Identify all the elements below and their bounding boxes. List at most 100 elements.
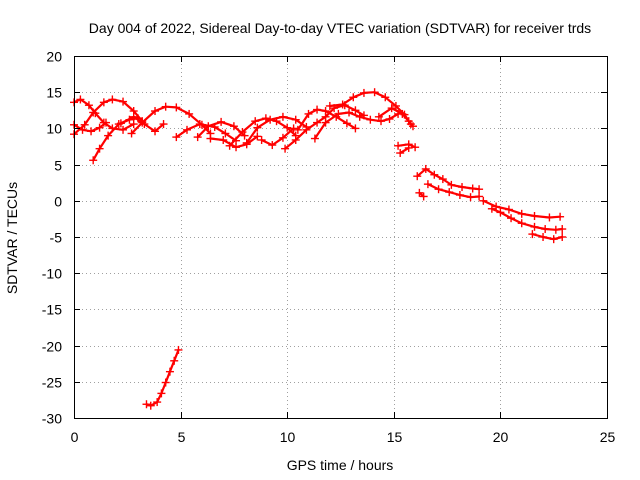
data-series (70, 88, 567, 410)
data-point (242, 138, 251, 147)
data-point (466, 193, 475, 202)
data-point (129, 120, 138, 129)
series-arc-o (310, 108, 403, 143)
y-tick-label: 10 (46, 121, 62, 137)
data-point (530, 212, 539, 221)
data-point (95, 144, 104, 153)
data-point (394, 141, 403, 150)
data-point (76, 95, 85, 104)
data-point (549, 235, 558, 244)
data-point (404, 143, 413, 152)
data-point (278, 133, 287, 142)
data-point (151, 127, 160, 136)
data-point (434, 185, 443, 194)
data-point (95, 123, 104, 132)
x-tick-label: 0 (71, 429, 79, 445)
data-point (313, 105, 322, 114)
data-point (413, 172, 422, 181)
data-point (261, 114, 270, 123)
series-arc-v (415, 188, 428, 201)
data-point (108, 95, 117, 104)
data-point (445, 188, 454, 197)
data-point (458, 183, 467, 192)
data-point (321, 107, 330, 116)
data-point (266, 115, 275, 124)
data-point (541, 225, 550, 234)
data-point (195, 120, 204, 129)
data-point (84, 101, 93, 110)
data-point (217, 117, 226, 126)
data-point (174, 345, 183, 354)
data-point (475, 192, 484, 201)
data-point (278, 112, 287, 121)
data-point (310, 134, 319, 143)
data-point (507, 214, 516, 223)
series-arc-z (142, 345, 183, 410)
chart-title: Day 004 of 2022, Sidereal Day-to-day VTE… (89, 20, 591, 36)
data-point (253, 132, 262, 141)
data-point (146, 401, 155, 410)
data-point (89, 156, 98, 165)
data-point (528, 230, 537, 239)
series-arc-y (528, 230, 567, 244)
data-point (419, 192, 428, 201)
data-point (370, 88, 379, 97)
y-tick-label: 15 (46, 85, 62, 101)
axis-ticks: 0 5 10 15 20 25 -30 -25 -20 -15 -10 -5 0 5 10 15 20 (42, 49, 616, 446)
data-point (387, 104, 396, 113)
data-point (345, 108, 354, 117)
data-point (268, 141, 277, 150)
series-line (531, 233, 564, 241)
x-tick-label: 10 (280, 429, 296, 445)
y-tick-label: 5 (54, 158, 62, 174)
data-point (558, 233, 567, 241)
data-point (487, 204, 496, 213)
data-point (479, 196, 488, 205)
series-arc-e (116, 112, 168, 136)
data-point (475, 185, 484, 194)
data-point (398, 109, 407, 118)
data-point (517, 209, 526, 218)
series-arc-u (423, 180, 484, 202)
data-point (232, 143, 241, 152)
data-point (161, 102, 170, 111)
data-point (504, 205, 513, 214)
series-arc-q (374, 104, 417, 131)
y-tick-label: -5 (50, 230, 63, 246)
data-point (80, 120, 89, 129)
series-arc-t (413, 164, 484, 194)
series-line (245, 115, 308, 144)
y-axis-label: SDTVAR / TECUs (4, 182, 20, 294)
data-point (116, 119, 125, 128)
y-tick-label: -20 (42, 339, 62, 355)
data-point (289, 124, 298, 133)
data-point (293, 125, 302, 134)
x-tick-label: 25 (600, 429, 616, 445)
data-point (161, 378, 170, 387)
series-arc-j (225, 114, 300, 150)
data-point (99, 98, 108, 107)
series-line (399, 146, 410, 155)
data-point (157, 389, 166, 398)
data-point (421, 164, 430, 173)
y-tick-label: -30 (42, 411, 62, 427)
series-arc-h (193, 117, 249, 142)
data-point (411, 143, 420, 152)
data-point (302, 125, 311, 134)
y-tick-label: 20 (46, 49, 62, 65)
data-point (334, 109, 343, 118)
data-point (225, 141, 234, 150)
data-point (492, 202, 501, 211)
data-point (391, 101, 400, 110)
data-point (165, 367, 174, 376)
data-point (551, 225, 560, 234)
data-point (119, 125, 128, 134)
data-point (193, 133, 202, 142)
data-point (153, 398, 162, 407)
data-point (325, 101, 334, 110)
data-point (517, 219, 526, 228)
data-point (151, 107, 160, 116)
data-point (539, 233, 548, 241)
data-point (127, 129, 136, 138)
